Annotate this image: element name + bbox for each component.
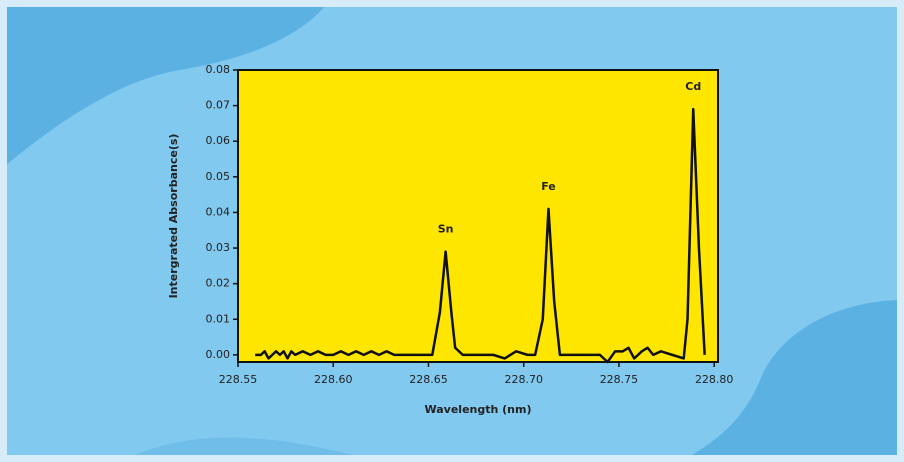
y-tick-label: 0.05 [206,170,231,183]
annotation: Sn [438,223,454,236]
y-axis-label: Intergrated Absorbance(s) [167,134,180,299]
y-tick-label: 0.00 [206,348,231,361]
x-tick-label: 228.55 [219,373,258,386]
chart: Wavelength (nm) Intergrated Absorbance(s… [0,0,904,462]
x-tick-label: 228.75 [600,373,639,386]
annotation: Cd [685,80,701,93]
y-tick-label: 0.03 [206,241,231,254]
y-tick-label: 0.07 [206,99,231,112]
x-axis-label: Wavelength (nm) [425,403,532,416]
y-tick-label: 0.01 [206,312,231,325]
y-tick-label: 0.06 [206,134,231,147]
y-tick-label: 0.02 [206,277,231,290]
x-tick-label: 228.60 [314,373,353,386]
plot-area [238,70,718,362]
y-tick-label: 0.04 [206,205,231,218]
x-tick-label: 228.70 [504,373,543,386]
x-tick-label: 228.80 [695,373,734,386]
annotation: Fe [541,180,556,193]
x-tick-label: 228.65 [409,373,448,386]
y-tick-label: 0.08 [206,63,231,76]
